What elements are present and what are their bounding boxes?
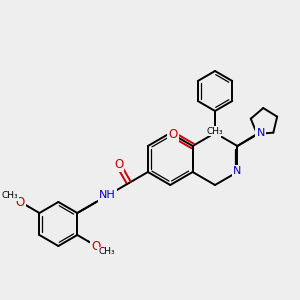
Text: NH: NH — [99, 190, 116, 200]
Text: O: O — [168, 128, 178, 141]
Text: O: O — [114, 158, 123, 171]
Text: CH₃: CH₃ — [207, 127, 223, 136]
Text: N: N — [212, 128, 220, 138]
Text: O: O — [92, 239, 101, 253]
Text: CH₃: CH₃ — [2, 191, 19, 200]
Text: O: O — [16, 196, 25, 208]
Text: N: N — [256, 128, 265, 137]
Text: CH₃: CH₃ — [98, 248, 115, 256]
Text: N: N — [233, 166, 242, 176]
